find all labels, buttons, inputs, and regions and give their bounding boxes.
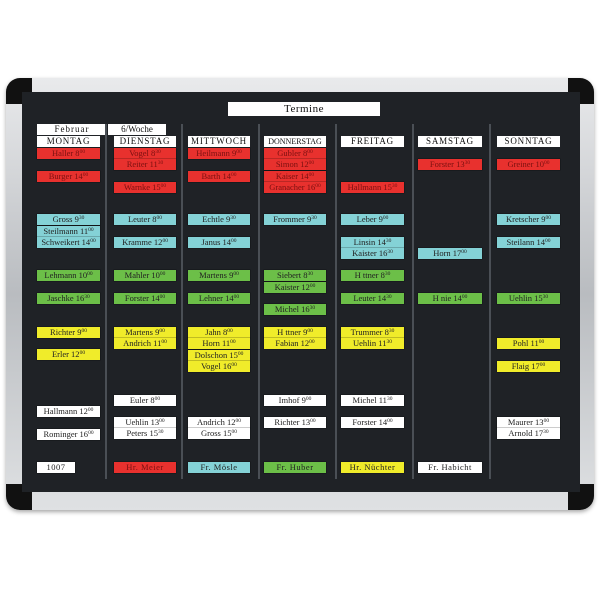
- day-header: MONTAG: [37, 136, 100, 147]
- appointment-card[interactable]: Reiter 1130: [114, 159, 176, 170]
- appointment-card[interactable]: Trummer 830: [341, 327, 404, 338]
- appointment-card[interactable]: Siebert 830: [264, 270, 326, 281]
- appointment-card[interactable]: H nie 1400: [418, 293, 482, 304]
- appointment-card[interactable]: Martens 900: [114, 327, 176, 338]
- appointment-card[interactable]: Uehlin 1300: [114, 417, 176, 428]
- appointment-card[interactable]: Heilmann 900: [188, 148, 250, 159]
- appointment-card[interactable]: Kaiser 1400: [264, 171, 326, 182]
- appointment-card[interactable]: Echtle 930: [188, 214, 250, 225]
- appointment-card[interactable]: Forster 1400: [114, 293, 176, 304]
- appointment-card[interactable]: Andrich 1200: [188, 417, 250, 428]
- appointment-card[interactable]: Flaig 1700: [497, 361, 560, 372]
- appointment-card[interactable]: Lehner 1400: [188, 293, 250, 304]
- appointment-card[interactable]: Richter 900: [37, 327, 100, 338]
- appointment-card[interactable]: Frommer 930: [264, 214, 326, 225]
- appointment-card[interactable]: Pohl 1100: [497, 338, 560, 349]
- appointment-card[interactable]: Linsin 1430: [341, 237, 404, 248]
- appointment-card[interactable]: Kramme 1200: [114, 237, 176, 248]
- day-header: FREITAG: [341, 136, 404, 147]
- appointment-card[interactable]: Barth 1400: [188, 171, 250, 182]
- appointment-card[interactable]: Steilmann 1100: [37, 226, 100, 237]
- appointment-card[interactable]: Forster 1400: [341, 417, 404, 428]
- appointment-card[interactable]: H ttner 830: [341, 270, 404, 281]
- appointment-card[interactable]: Uehlin 1130: [341, 338, 404, 349]
- appointment-card[interactable]: Forster 1330: [418, 159, 482, 170]
- appointment-card[interactable]: Burger 1400: [37, 171, 100, 182]
- appointment-card[interactable]: Richter 1300: [264, 417, 326, 428]
- appointment-card[interactable]: Fabian 1200: [264, 338, 326, 349]
- appointment-card[interactable]: Kaister 1200: [264, 282, 326, 293]
- staff-card[interactable]: Fr. Habicht: [418, 462, 482, 473]
- staff-card[interactable]: Fr. Huber: [264, 462, 326, 473]
- appointment-card[interactable]: Kaister 1630: [341, 248, 404, 259]
- appointment-card[interactable]: Greiner 1000: [497, 159, 560, 170]
- column-divider: [181, 124, 183, 479]
- staff-card[interactable]: 1007: [37, 462, 75, 473]
- column-divider: [489, 124, 491, 479]
- appointment-card[interactable]: Granacher 1600: [264, 182, 326, 193]
- appointment-card[interactable]: Jahn 800: [188, 327, 250, 338]
- appointment-card[interactable]: Arnold 1730: [497, 428, 560, 439]
- appointment-card[interactable]: Gross 1500: [188, 428, 250, 439]
- appointment-card[interactable]: Michel 1630: [264, 304, 326, 315]
- appointment-card[interactable]: Hallmann 1530: [341, 182, 404, 193]
- appointment-card[interactable]: Simon 1200: [264, 159, 326, 170]
- appointment-card[interactable]: Horn 1100: [188, 338, 250, 349]
- appointment-card[interactable]: Imhof 900: [264, 395, 326, 406]
- appointment-card[interactable]: Andrich 1100: [114, 338, 176, 349]
- appointment-card[interactable]: Maurer 1300: [497, 417, 560, 428]
- staff-card[interactable]: Hr. Meier: [114, 462, 176, 473]
- appointment-card[interactable]: Lehmann 1000: [37, 270, 100, 281]
- day-header: SAMSTAG: [418, 136, 482, 147]
- appointment-card[interactable]: Erler 1200: [37, 349, 100, 360]
- appointment-card[interactable]: Mahler 1000: [114, 270, 176, 281]
- appointment-card[interactable]: Hallmann 1200: [37, 406, 100, 417]
- appointment-card[interactable]: Janus 1400: [188, 237, 250, 248]
- appointment-card[interactable]: Vogel 1600: [188, 361, 250, 372]
- appointment-card[interactable]: Dolschon 1500: [188, 350, 250, 361]
- appointment-card[interactable]: Michel 1130: [341, 395, 404, 406]
- staff-card[interactable]: Hr. Nüchter: [341, 462, 404, 473]
- appointment-card[interactable]: Steilann 1400: [497, 237, 560, 248]
- day-header: DONNERSTAG: [264, 136, 326, 147]
- day-header: SONNTAG: [497, 136, 560, 147]
- appointment-card[interactable]: Gross 930: [37, 214, 100, 225]
- board-title: Termine: [228, 102, 380, 116]
- appointment-card[interactable]: Jaschke 1630: [37, 293, 100, 304]
- column-divider: [412, 124, 414, 479]
- appointment-card[interactable]: Horn 1700: [418, 248, 482, 259]
- month-label: Februar: [37, 124, 107, 135]
- appointment-card[interactable]: Vogel 830: [114, 148, 176, 159]
- appointment-card[interactable]: Leber 900: [341, 214, 404, 225]
- appointment-card[interactable]: Uehlin 1530: [497, 293, 560, 304]
- appointment-card[interactable]: Warnke 1500: [114, 182, 176, 193]
- appointment-card[interactable]: Schweikert 1400: [37, 237, 100, 248]
- day-header: MITTWOCH: [188, 136, 250, 147]
- week-label: 6/Woche: [108, 124, 166, 135]
- column-divider: [335, 124, 337, 479]
- appointment-card[interactable]: Rominger 1600: [37, 429, 100, 440]
- column-divider: [258, 124, 260, 479]
- appointment-card[interactable]: Kretscher 900: [497, 214, 560, 225]
- appointment-card[interactable]: Leuter 1430: [341, 293, 404, 304]
- appointment-card[interactable]: H ttner 900: [264, 327, 326, 338]
- day-header: DIENSTAG: [114, 136, 176, 147]
- appointment-card[interactable]: Peters 1530: [114, 428, 176, 439]
- appointment-card[interactable]: Martens 900: [188, 270, 250, 281]
- appointment-card[interactable]: Leuter 800: [114, 214, 176, 225]
- appointment-card[interactable]: Gubler 800: [264, 148, 326, 159]
- column-divider: [105, 124, 107, 479]
- staff-card[interactable]: Fr. Mösle: [188, 462, 250, 473]
- appointment-card[interactable]: Haller 800: [37, 148, 100, 159]
- appointment-card[interactable]: Euler 800: [114, 395, 176, 406]
